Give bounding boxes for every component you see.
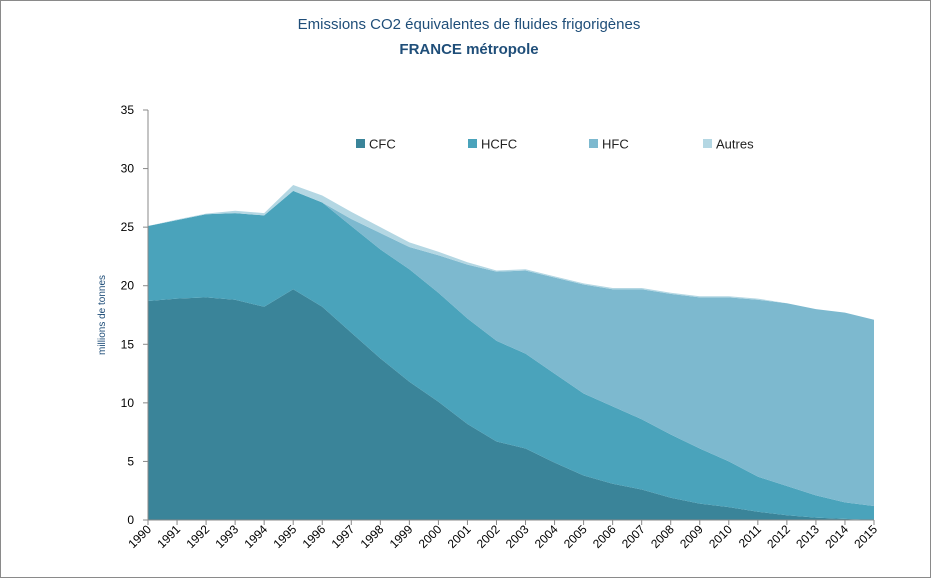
x-tick-label: 2009 [677,522,706,551]
x-tick-label: 2001 [445,522,474,551]
legend-swatch-autres [703,139,712,148]
x-tick-label: 2015 [851,522,880,551]
x-tick-label: 2014 [822,522,851,551]
x-tick-label: 2012 [764,522,793,551]
x-ticks: 1990 1991 1992 1993 1994 1995 1996 1997 1998 1999… [125,520,880,551]
area-hcfc [148,190,874,520]
x-tick-label: 2004 [532,522,561,551]
area-layer [148,184,874,520]
y-tick-label: 35 [121,103,135,117]
x-tick-label: 1994 [241,522,270,551]
y-axis-label: millions de tonnes [97,275,108,355]
y-tick-label: 15 [121,337,135,351]
y-tick-label: 5 [127,454,134,468]
area-hfc [148,190,874,506]
legend-swatch-cfc [356,139,365,148]
x-tick-label: 1993 [212,522,241,551]
y-tick-label: 0 [127,513,134,527]
legend-label-cfc: CFC [369,137,396,152]
x-tick-label: 2007 [619,522,648,551]
x-tick-label: 1999 [387,522,416,551]
x-tick-label: 2003 [503,522,532,551]
x-tick-label: 1998 [358,522,387,551]
y-tick-label: 25 [121,220,135,234]
x-tick-label: 1995 [271,522,300,551]
x-tick-label: 2011 [736,522,764,550]
x-tick-label: 2008 [648,522,677,551]
chart-title: Emissions CO2 équivalentes de fluides fr… [298,16,641,33]
x-tick-label: 2006 [590,522,619,551]
x-tick-label: 1992 [183,522,212,551]
x-tick-label: 1996 [300,522,329,551]
y-ticks: 0 5 10 15 20 25 30 35 [121,103,148,527]
axes-layer [147,110,874,521]
y-tick-label: 30 [121,162,135,176]
chart-subtitle: FRANCE métropole [399,41,538,58]
x-tick-label: 2010 [706,522,735,551]
legend-label-hcfc: HCFC [481,137,517,152]
x-tick-label: 1997 [329,522,358,551]
y-tick-label: 10 [121,396,135,410]
x-tick-label: 1991 [154,522,183,551]
legend: CFC HCFC HFC Autres [356,137,754,152]
legend-label-hfc: HFC [602,137,629,152]
area-cfc [148,289,874,520]
legend-swatch-hcfc [468,139,477,148]
legend-swatch-hfc [589,139,598,148]
x-tick-label: 2002 [474,522,503,551]
x-tick-label: 2013 [793,522,822,551]
x-tick-label: 2005 [561,522,590,551]
legend-label-autres: Autres [716,137,754,152]
x-tick-label: 2000 [416,522,445,551]
y-tick-label: 20 [121,279,135,293]
